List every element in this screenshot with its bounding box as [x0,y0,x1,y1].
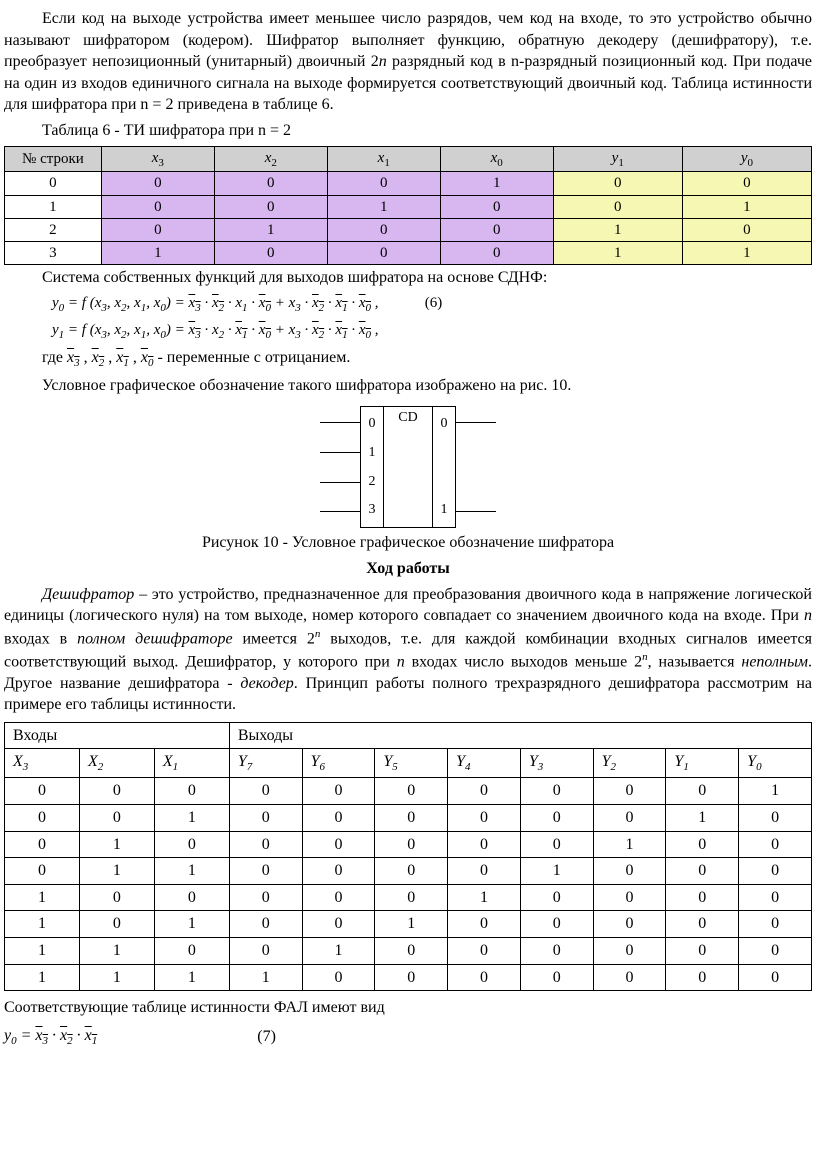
col-x3: x3 [101,146,214,172]
col-rownum: № строки [5,146,102,172]
table6-caption: Таблица 6 - ТИ шифратора при n = 2 [4,120,812,142]
table-row: 11110000000 [5,964,812,991]
encoder-diagram: 0 1 2 3 CD 0 1 [4,406,812,528]
table-row: 11001000000 [5,937,812,964]
equation-y1: y1 = f (x3, x2, x1, x0) = x3 · x2 · x1 ·… [52,320,812,343]
group-inputs: Входы [5,722,230,749]
ugo-line: Условное графическое обозначение такого … [4,375,812,397]
table-row: 01000000100 [5,831,812,858]
sdnf-intro: Система собственных функций для выходов … [4,267,812,289]
where-line: где x3 , x2 , x1 , x0 - переменные с отр… [4,347,812,371]
table-row: 10000010000 [5,884,812,911]
decoder-truth-table: Входы Выходы X3 X2 X1 Y7 Y6 Y5 Y4 Y3 Y2 … [4,722,812,991]
encoder-truth-table: № строки x3 x2 x1 x0 y1 y0 0 0 0 0 1 0 0… [4,146,812,266]
table-row: 00100000010 [5,804,812,831]
diagram-left-pins: 0 1 2 3 [361,407,383,527]
table-row: 10100100000 [5,911,812,938]
col-x0: x0 [440,146,553,172]
table-row: 00000000001 [5,778,812,805]
decoder-paragraph: Дешифратор – это устройство, предназначе… [4,584,812,716]
intro-paragraph: Если код на выходе устройства имеет мень… [4,8,812,116]
diagram-label: CD [383,407,433,527]
figure10-caption: Рисунок 10 - Условное графическое обозна… [4,532,812,554]
table-row: 0 0 0 0 1 0 0 [5,172,812,195]
work-heading: Ход работы [4,558,812,580]
group-outputs: Выходы [229,722,811,749]
col-y1: y1 [553,146,682,172]
equation-y0: y0 = f (x3, x2, x1, x0) = x3 · x2 · x1 ·… [52,293,812,316]
table-row: 01100001000 [5,858,812,885]
col-y0: y0 [682,146,811,172]
equation-7: y0 = x3 · x2 · x1 (7) [4,1025,812,1049]
diagram-right-pins: 0 1 [433,407,455,527]
table-row: 1 0 0 1 0 0 1 [5,195,812,218]
fal-line: Соответствующие таблице истинности ФАЛ и… [4,997,812,1019]
col-x2: x2 [214,146,327,172]
table-row: 3 1 0 0 0 1 1 [5,242,812,265]
table-row: 2 0 1 0 0 1 0 [5,218,812,241]
col-x1: x1 [327,146,440,172]
